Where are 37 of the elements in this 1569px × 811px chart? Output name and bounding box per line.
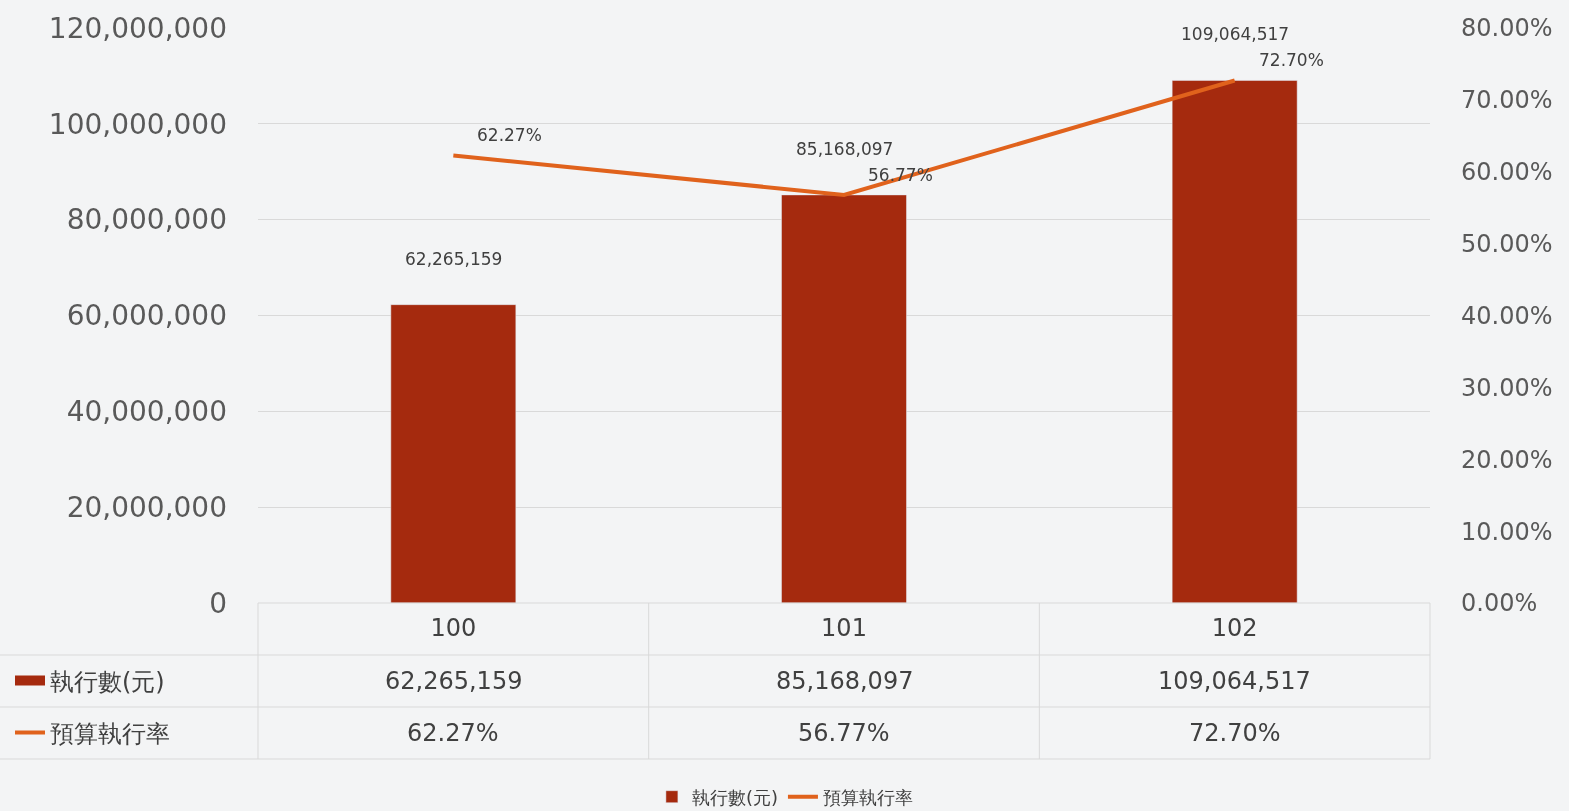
text: 85,168,097 — [796, 139, 894, 159]
y-tick-label: 40,000,000 — [66, 395, 227, 429]
text: 預算執行率 — [50, 719, 170, 748]
text: 62.27% — [477, 125, 542, 145]
data-label: 62,265,159 — [385, 667, 523, 695]
y-tick-label: 60,000,000 — [66, 299, 227, 333]
text: 62,265,159 — [405, 249, 503, 269]
data-label: 62.27% — [407, 719, 499, 747]
y2-tick-label: 0.00% — [1461, 589, 1538, 618]
y-tick-label: 100,000,000 — [48, 107, 227, 141]
legend-label: 預算執行率 — [822, 786, 913, 808]
y2-tick-label: 40.00% — [1461, 301, 1553, 330]
y2-tick-label: 80.00% — [1461, 14, 1553, 43]
y2-tick-label: 60.00% — [1461, 158, 1553, 187]
y-tick-label: 0 — [209, 586, 227, 620]
y-tick-label: 80,000,000 — [66, 203, 227, 237]
y2-tick-label: 30.00% — [1461, 373, 1553, 402]
y-tick-label: 20,000,000 — [66, 490, 227, 524]
x-tick-label: 101 — [821, 614, 867, 642]
data-label: 109,064,517 — [1158, 667, 1311, 695]
y-tick-label: 120,000,000 — [48, 11, 227, 45]
data-label: 72.70% — [1189, 719, 1281, 747]
x-tick-label: 102 — [1211, 614, 1258, 642]
data-label: 56.77% — [798, 719, 890, 747]
bar — [1171, 80, 1298, 603]
bar — [390, 304, 517, 603]
data-label: 85,168,097 — [776, 667, 914, 695]
y2-tick-label: 10.00% — [1461, 517, 1553, 546]
y2-tick-label: 20.00% — [1461, 445, 1553, 474]
text: 109,064,517 — [1181, 24, 1290, 44]
x-tick-label: 100 — [430, 614, 477, 642]
text: 執行數(元) — [50, 667, 165, 696]
text: 72.70% — [1259, 50, 1324, 70]
legend-label: 執行數(元) — [691, 786, 778, 808]
bar — [781, 194, 907, 603]
y2-tick-label: 70.00% — [1461, 86, 1553, 115]
y2-tick-label: 50.00% — [1461, 230, 1553, 259]
